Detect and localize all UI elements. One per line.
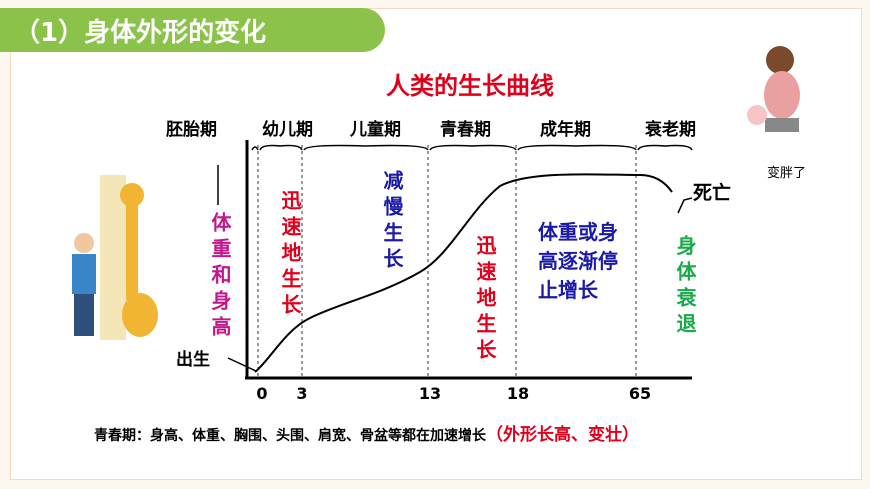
- stage-label: 胚胎期: [166, 120, 217, 140]
- stage-label: 衰老期: [645, 120, 696, 140]
- footer: 青春期：身高、体重、胸围、头围、肩宽、骨盆等都在加速增长（外形长高、变壮）: [94, 420, 639, 445]
- birth-label: 出生: [176, 350, 210, 370]
- age-label: 13: [418, 384, 442, 403]
- header-title: （1）身体外形的变化: [14, 18, 267, 48]
- woman-body: [764, 71, 800, 119]
- woman-head: [766, 46, 794, 74]
- height-ruler: [100, 175, 126, 340]
- age-label: 65: [628, 384, 652, 403]
- age-label: 18: [506, 384, 530, 403]
- giraffe-body: [122, 293, 158, 337]
- annotation: 体重或身: [538, 220, 618, 244]
- annotation: 迅速地生长: [473, 235, 497, 365]
- side-note: 变胖了: [767, 166, 807, 181]
- death-pointer: [677, 197, 693, 214]
- child-head: [74, 233, 94, 253]
- stage-label: 成年期: [540, 120, 591, 140]
- stage-label: 青春期: [440, 120, 491, 140]
- child-legs: [74, 294, 94, 336]
- stage-dividers: [257, 145, 637, 378]
- annotation: 迅速地生长: [278, 190, 302, 320]
- annotation: 减慢生长: [380, 170, 404, 274]
- stage-label: 幼儿期: [262, 120, 313, 140]
- age-label: 0: [256, 384, 268, 403]
- footer-highlight: （外形长高、变壮）: [486, 425, 639, 445]
- giraffe-head: [120, 183, 144, 207]
- pig-icon: [747, 105, 767, 125]
- frame: [10, 8, 862, 480]
- y-label: 体重和身高: [208, 212, 232, 342]
- stage-braces: [251, 144, 693, 151]
- annotation: 高逐渐停: [538, 249, 618, 273]
- birth-pointer: [227, 357, 257, 372]
- stage-label: 儿童期: [350, 120, 401, 140]
- footer-text: 青春期：身高、体重、胸围、头围、肩宽、骨盆等都在加速增长: [94, 428, 486, 444]
- annotation: 止增长: [538, 278, 598, 302]
- death-label: 死亡: [693, 182, 732, 204]
- scale: [765, 118, 799, 132]
- annotation: 身体衰退: [673, 235, 697, 339]
- growth-curve: [254, 173, 673, 373]
- header-bar: [0, 8, 385, 52]
- age-label: 3: [296, 384, 308, 403]
- child-shirt: [72, 254, 96, 294]
- giraffe-neck: [126, 205, 138, 300]
- diagram-title: 人类的生长曲线: [386, 71, 554, 100]
